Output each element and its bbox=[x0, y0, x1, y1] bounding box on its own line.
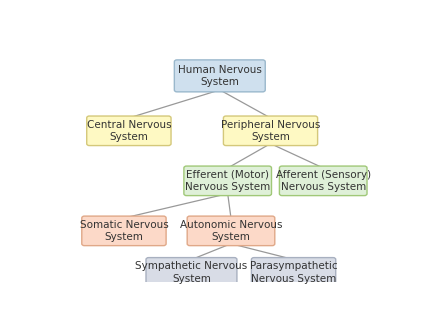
Text: Central Nervous
System: Central Nervous System bbox=[87, 120, 171, 142]
Text: Somatic Nervous
System: Somatic Nervous System bbox=[79, 220, 168, 242]
Text: Sympathetic Nervous
System: Sympathetic Nervous System bbox=[135, 261, 248, 284]
Text: Autonomic Nervous
System: Autonomic Nervous System bbox=[180, 220, 282, 242]
FancyBboxPatch shape bbox=[252, 258, 336, 287]
FancyBboxPatch shape bbox=[146, 258, 237, 287]
Text: Parasympathetic
Nervous System: Parasympathetic Nervous System bbox=[250, 261, 337, 284]
FancyBboxPatch shape bbox=[87, 116, 171, 146]
FancyBboxPatch shape bbox=[279, 166, 367, 196]
Text: Peripheral Nervous
System: Peripheral Nervous System bbox=[221, 120, 320, 142]
Text: Afferent (Sensory)
Nervous System: Afferent (Sensory) Nervous System bbox=[276, 170, 371, 192]
FancyBboxPatch shape bbox=[184, 166, 272, 196]
FancyBboxPatch shape bbox=[224, 116, 317, 146]
Text: Human Nervous
System: Human Nervous System bbox=[178, 65, 262, 87]
FancyBboxPatch shape bbox=[174, 60, 265, 92]
Text: Efferent (Motor)
Nervous System: Efferent (Motor) Nervous System bbox=[185, 170, 270, 192]
FancyBboxPatch shape bbox=[82, 216, 166, 246]
FancyBboxPatch shape bbox=[187, 216, 275, 246]
